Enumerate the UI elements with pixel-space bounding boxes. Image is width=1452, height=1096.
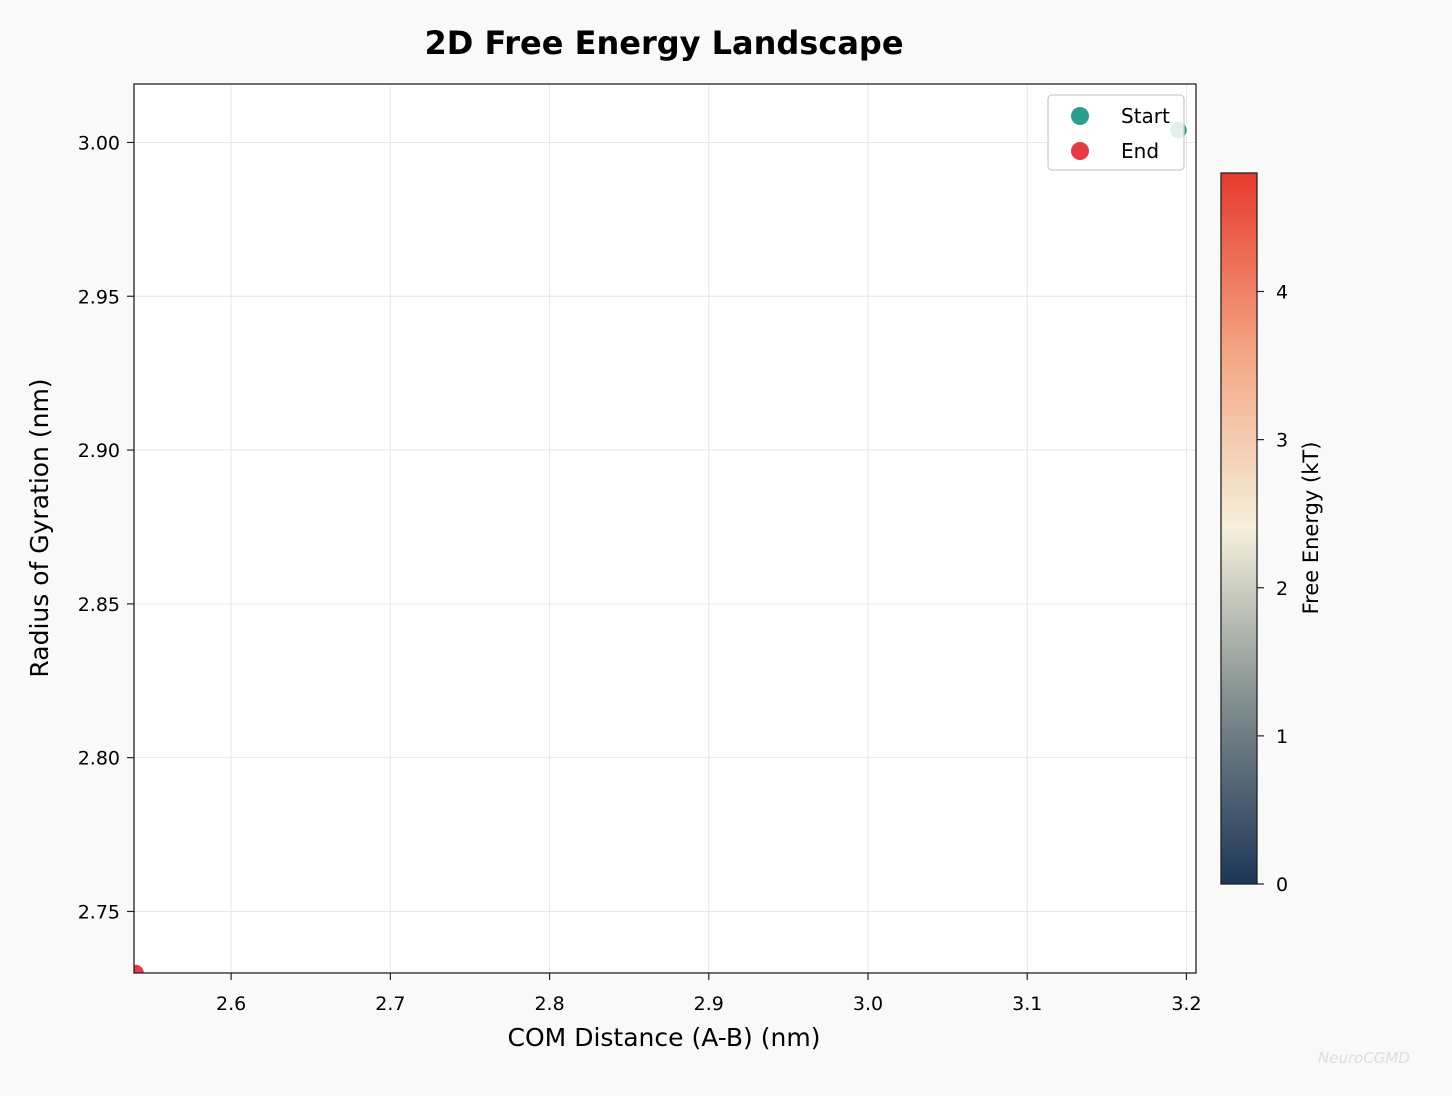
colorbar-tick-label: 1 [1276, 726, 1288, 748]
end-point [134, 963, 146, 973]
x-tick-label: 3.2 [1171, 993, 1201, 1015]
colorbar-tick-label: 3 [1276, 430, 1288, 452]
watermark: NeuroCGMD [1318, 1049, 1410, 1067]
colorbar-tick-label: 0 [1276, 874, 1288, 896]
grid [134, 84, 1196, 973]
legend: Start End [1047, 94, 1185, 171]
colorbar-label: Free Energy (kT) [1299, 442, 1323, 615]
colorbar [1220, 172, 1258, 885]
y-tick-label: 3.00 [78, 132, 120, 154]
start-legend-marker [1071, 107, 1089, 125]
colorbar-tick-label: 4 [1276, 282, 1288, 304]
y-tick-label: 2.85 [78, 594, 120, 616]
x-tick-label: 2.6 [216, 993, 246, 1015]
y-tick-label: 2.75 [78, 901, 120, 923]
x-tick-label: 2.8 [534, 993, 564, 1015]
x-tick-label: 3.1 [1012, 993, 1042, 1015]
y-axis-ticks: 2.75 2.80 2.85 2.90 2.95 3.00 [78, 132, 134, 923]
legend-label: Start [1121, 104, 1170, 128]
x-tick-label: 2.9 [694, 993, 724, 1015]
colorbar-tick-label: 2 [1276, 578, 1288, 600]
x-axis-ticks: 2.6 2.7 2.8 2.9 3.0 3.1 3.2 [216, 973, 1202, 1015]
legend-items: Start End [1071, 104, 1170, 163]
chart-title: 2D Free Energy Landscape [424, 24, 903, 62]
x-tick-label: 2.7 [375, 993, 405, 1015]
y-tick-label: 2.90 [78, 440, 120, 462]
x-tick-label: 3.0 [853, 993, 883, 1015]
legend-label: End [1121, 139, 1159, 163]
colorbar-ticks: 0 1 2 3 4 [1257, 282, 1288, 896]
x-axis-label: COM Distance (A-B) (nm) [508, 1023, 821, 1052]
y-tick-label: 2.95 [78, 286, 120, 308]
end-legend-marker [1071, 142, 1089, 160]
plot-frame [133, 83, 1197, 974]
plot-area [134, 84, 1196, 973]
y-tick-label: 2.80 [78, 748, 120, 770]
y-axis-label: Radius of Gyration (nm) [25, 378, 54, 677]
